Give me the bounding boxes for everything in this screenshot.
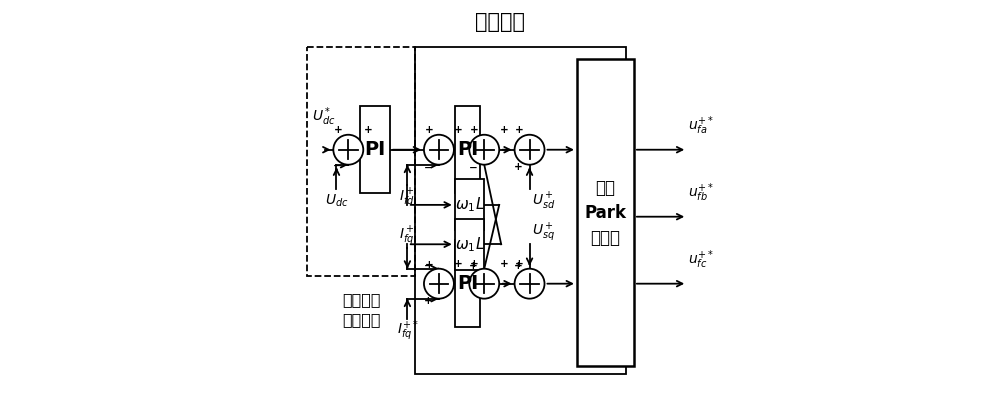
Bar: [307, 47, 415, 276]
Text: +: +: [425, 125, 433, 135]
Bar: [455, 179, 484, 230]
Text: −: −: [424, 261, 432, 271]
Text: −: −: [469, 162, 478, 173]
Bar: [455, 106, 480, 193]
Text: $U_{dc}$: $U_{dc}$: [325, 193, 348, 209]
Text: PI: PI: [457, 274, 478, 293]
Text: $u^{+*}_{fc}$: $u^{+*}_{fc}$: [688, 249, 714, 271]
Circle shape: [469, 269, 499, 299]
Text: +: +: [500, 259, 508, 269]
Text: +: +: [454, 259, 463, 269]
Text: +: +: [469, 261, 478, 271]
Text: +: +: [424, 296, 432, 307]
Circle shape: [515, 269, 545, 299]
Text: 正序
Park
逆变换: 正序 Park 逆变换: [584, 179, 626, 247]
Circle shape: [424, 135, 454, 165]
Text: $I^+_{fq}$: $I^+_{fq}$: [399, 225, 415, 248]
Circle shape: [515, 135, 545, 165]
Text: +: +: [515, 259, 524, 269]
Text: +: +: [514, 162, 523, 173]
Bar: [415, 47, 626, 374]
Text: −: −: [424, 162, 432, 173]
Text: PI: PI: [364, 140, 386, 159]
Text: +: +: [500, 125, 508, 135]
Bar: [455, 240, 480, 327]
Text: 正序解耦: 正序解耦: [475, 12, 525, 32]
Bar: [577, 59, 634, 366]
Text: $\omega_1 L$: $\omega_1 L$: [455, 195, 484, 214]
Text: +: +: [425, 260, 433, 270]
Text: +: +: [514, 261, 523, 271]
Bar: [455, 219, 484, 270]
Text: +: +: [334, 125, 342, 135]
Text: $\omega_1 L$: $\omega_1 L$: [455, 235, 484, 254]
Text: +: +: [470, 259, 479, 269]
Text: +: +: [454, 125, 463, 135]
Circle shape: [333, 135, 363, 165]
Text: +: +: [515, 125, 524, 135]
Text: $u^{+*}_{fb}$: $u^{+*}_{fb}$: [688, 182, 714, 204]
Text: PI: PI: [457, 140, 478, 159]
Bar: [360, 106, 390, 193]
Text: −: −: [333, 160, 342, 171]
Circle shape: [424, 269, 454, 299]
Text: $I^{+*}_{fq}$: $I^{+*}_{fq}$: [397, 319, 418, 343]
Text: +: +: [364, 125, 372, 135]
Text: $U^+_{sq}$: $U^+_{sq}$: [532, 221, 555, 244]
Circle shape: [469, 135, 499, 165]
Text: $u^{+*}_{fa}$: $u^{+*}_{fa}$: [688, 115, 714, 138]
Text: +: +: [470, 125, 479, 135]
Text: $U^+_{sd}$: $U^+_{sd}$: [532, 190, 555, 212]
Text: 整体直流
电压控制: 整体直流 电压控制: [342, 292, 380, 327]
Text: $U^*_{dc}$: $U^*_{dc}$: [312, 105, 335, 128]
Text: $I^+_{fd}$: $I^+_{fd}$: [399, 186, 415, 208]
